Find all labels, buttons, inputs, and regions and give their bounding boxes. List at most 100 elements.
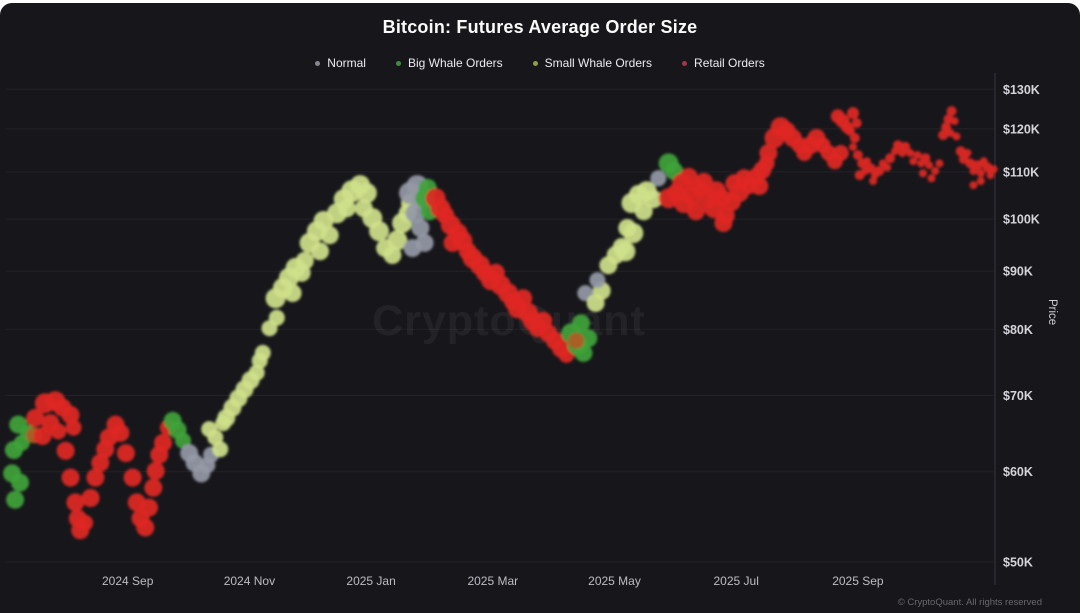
data-point-retail[interactable]	[885, 153, 896, 164]
data-point-retail[interactable]	[66, 493, 85, 512]
data-point-big-whale[interactable]	[11, 473, 29, 492]
data-point-small-whale[interactable]	[356, 183, 377, 203]
data-point-retail[interactable]	[65, 419, 82, 436]
data-point-retail[interactable]	[56, 441, 75, 460]
data-point-retail[interactable]	[759, 144, 778, 162]
data-point-retail[interactable]	[852, 150, 863, 161]
data-point-retail[interactable]	[969, 181, 978, 190]
data-point-retail[interactable]	[925, 161, 934, 170]
data-point-retail[interactable]	[865, 163, 876, 174]
data-point-retail[interactable]	[849, 133, 860, 143]
data-point-retail[interactable]	[687, 202, 705, 221]
data-point-retail[interactable]	[931, 167, 940, 175]
data-point-retail[interactable]	[61, 468, 80, 487]
data-point-retail[interactable]	[154, 433, 172, 452]
data-point-retail[interactable]	[750, 177, 769, 196]
data-point-retail[interactable]	[91, 453, 110, 472]
legend-item-normal[interactable]: Normal	[315, 56, 366, 70]
data-point-normal[interactable]	[405, 203, 426, 224]
data-point-retail[interactable]	[963, 149, 972, 157]
data-point-retail[interactable]	[976, 169, 985, 178]
data-point-small-whale[interactable]	[320, 226, 339, 245]
data-point-retail[interactable]	[847, 107, 859, 120]
data-point-big-whale[interactable]	[574, 343, 593, 362]
data-point-retail[interactable]	[716, 206, 735, 225]
data-point-retail[interactable]	[146, 461, 165, 480]
data-point-retail[interactable]	[86, 468, 105, 487]
data-point-small-whale[interactable]	[383, 246, 402, 264]
data-point-retail[interactable]	[874, 166, 885, 176]
data-point-retail[interactable]	[952, 132, 961, 141]
data-point-retail[interactable]	[26, 408, 45, 427]
data-point-retail[interactable]	[946, 129, 955, 137]
data-point-small-whale[interactable]	[283, 284, 302, 303]
legend-item-retail[interactable]: Retail Orders	[682, 56, 765, 70]
data-point-retail[interactable]	[946, 106, 957, 117]
data-point-retail[interactable]	[935, 159, 944, 168]
data-point-retail[interactable]	[144, 478, 163, 497]
data-point-retail[interactable]	[900, 141, 911, 152]
legend-dot-icon	[532, 60, 538, 66]
data-point-retail[interactable]	[849, 142, 857, 151]
data-point-retail[interactable]	[927, 174, 936, 183]
legend-item-small-whale[interactable]: Small Whale Orders	[532, 56, 652, 70]
data-point-retail[interactable]	[33, 427, 52, 445]
data-point-retail[interactable]	[81, 489, 100, 507]
data-point-retail[interactable]	[140, 498, 158, 517]
legend-item-label: Retail Orders	[694, 56, 765, 70]
data-point-retail[interactable]	[851, 118, 862, 129]
data-point-small-whale[interactable]	[248, 364, 265, 381]
data-point-small-whale[interactable]	[369, 221, 389, 242]
data-point-small-whale[interactable]	[254, 344, 271, 361]
data-point-retail[interactable]	[976, 177, 985, 185]
data-point-mixed[interactable]	[568, 332, 585, 349]
data-point-big-whale[interactable]	[6, 490, 25, 509]
data-point-retail[interactable]	[123, 468, 142, 487]
data-point-small-whale[interactable]	[337, 199, 356, 218]
y-tick-label: $110K	[1003, 165, 1039, 179]
x-tick-label: 2025 Mar	[467, 574, 518, 588]
data-point-normal[interactable]	[403, 239, 422, 258]
data-point-small-whale[interactable]	[644, 190, 663, 209]
data-point-retail[interactable]	[938, 130, 949, 141]
data-point-retail[interactable]	[989, 165, 998, 174]
data-point-small-whale[interactable]	[387, 230, 408, 251]
data-point-retail[interactable]	[906, 149, 915, 157]
data-point-retail[interactable]	[863, 157, 871, 166]
data-point-retail[interactable]	[136, 518, 155, 537]
data-point-small-whale[interactable]	[634, 202, 653, 221]
data-point-big-whale[interactable]	[572, 314, 590, 333]
data-point-retail[interactable]	[116, 444, 135, 463]
data-point-normal[interactable]	[650, 170, 667, 187]
data-point-retail[interactable]	[913, 151, 922, 160]
data-point-retail[interactable]	[950, 117, 959, 126]
data-point-retail[interactable]	[883, 163, 892, 172]
data-point-retail[interactable]	[920, 153, 931, 164]
data-point-small-whale[interactable]	[311, 242, 329, 261]
data-point-retail[interactable]	[61, 406, 80, 424]
data-point-small-whale[interactable]	[623, 223, 644, 244]
legend-item-label: Big Whale Orders	[407, 56, 503, 70]
data-point-retail[interactable]	[50, 423, 67, 440]
data-point-normal[interactable]	[589, 272, 606, 289]
data-point-retail[interactable]	[854, 170, 865, 181]
data-point-retail[interactable]	[955, 146, 966, 157]
price-scatter-chart[interactable]: $130K $120K $110K $100K $90K $80K $70K $60K $50K…	[0, 3, 1080, 613]
data-point-retail[interactable]	[919, 169, 927, 178]
data-point-retail[interactable]	[845, 125, 855, 136]
data-point-normal[interactable]	[411, 219, 430, 237]
data-point-retail[interactable]	[77, 514, 94, 531]
data-point-small-whale[interactable]	[268, 309, 285, 326]
data-point-retail[interactable]	[909, 157, 918, 166]
data-point-retail[interactable]	[869, 177, 878, 185]
y-tick-label: $120K	[1003, 122, 1040, 136]
data-point-small-whale[interactable]	[615, 241, 636, 262]
data-point-small-whale[interactable]	[295, 251, 314, 270]
data-point-retail[interactable]	[986, 171, 995, 180]
legend-item-big-whale[interactable]: Big Whale Orders	[395, 56, 503, 70]
data-point-retail[interactable]	[514, 289, 533, 308]
data-point-small-whale[interactable]	[212, 441, 229, 458]
page-title: Bitcoin: Futures Average Order Size	[382, 17, 698, 37]
data-point-retail[interactable]	[111, 423, 130, 442]
data-point-retail[interactable]	[832, 145, 849, 161]
